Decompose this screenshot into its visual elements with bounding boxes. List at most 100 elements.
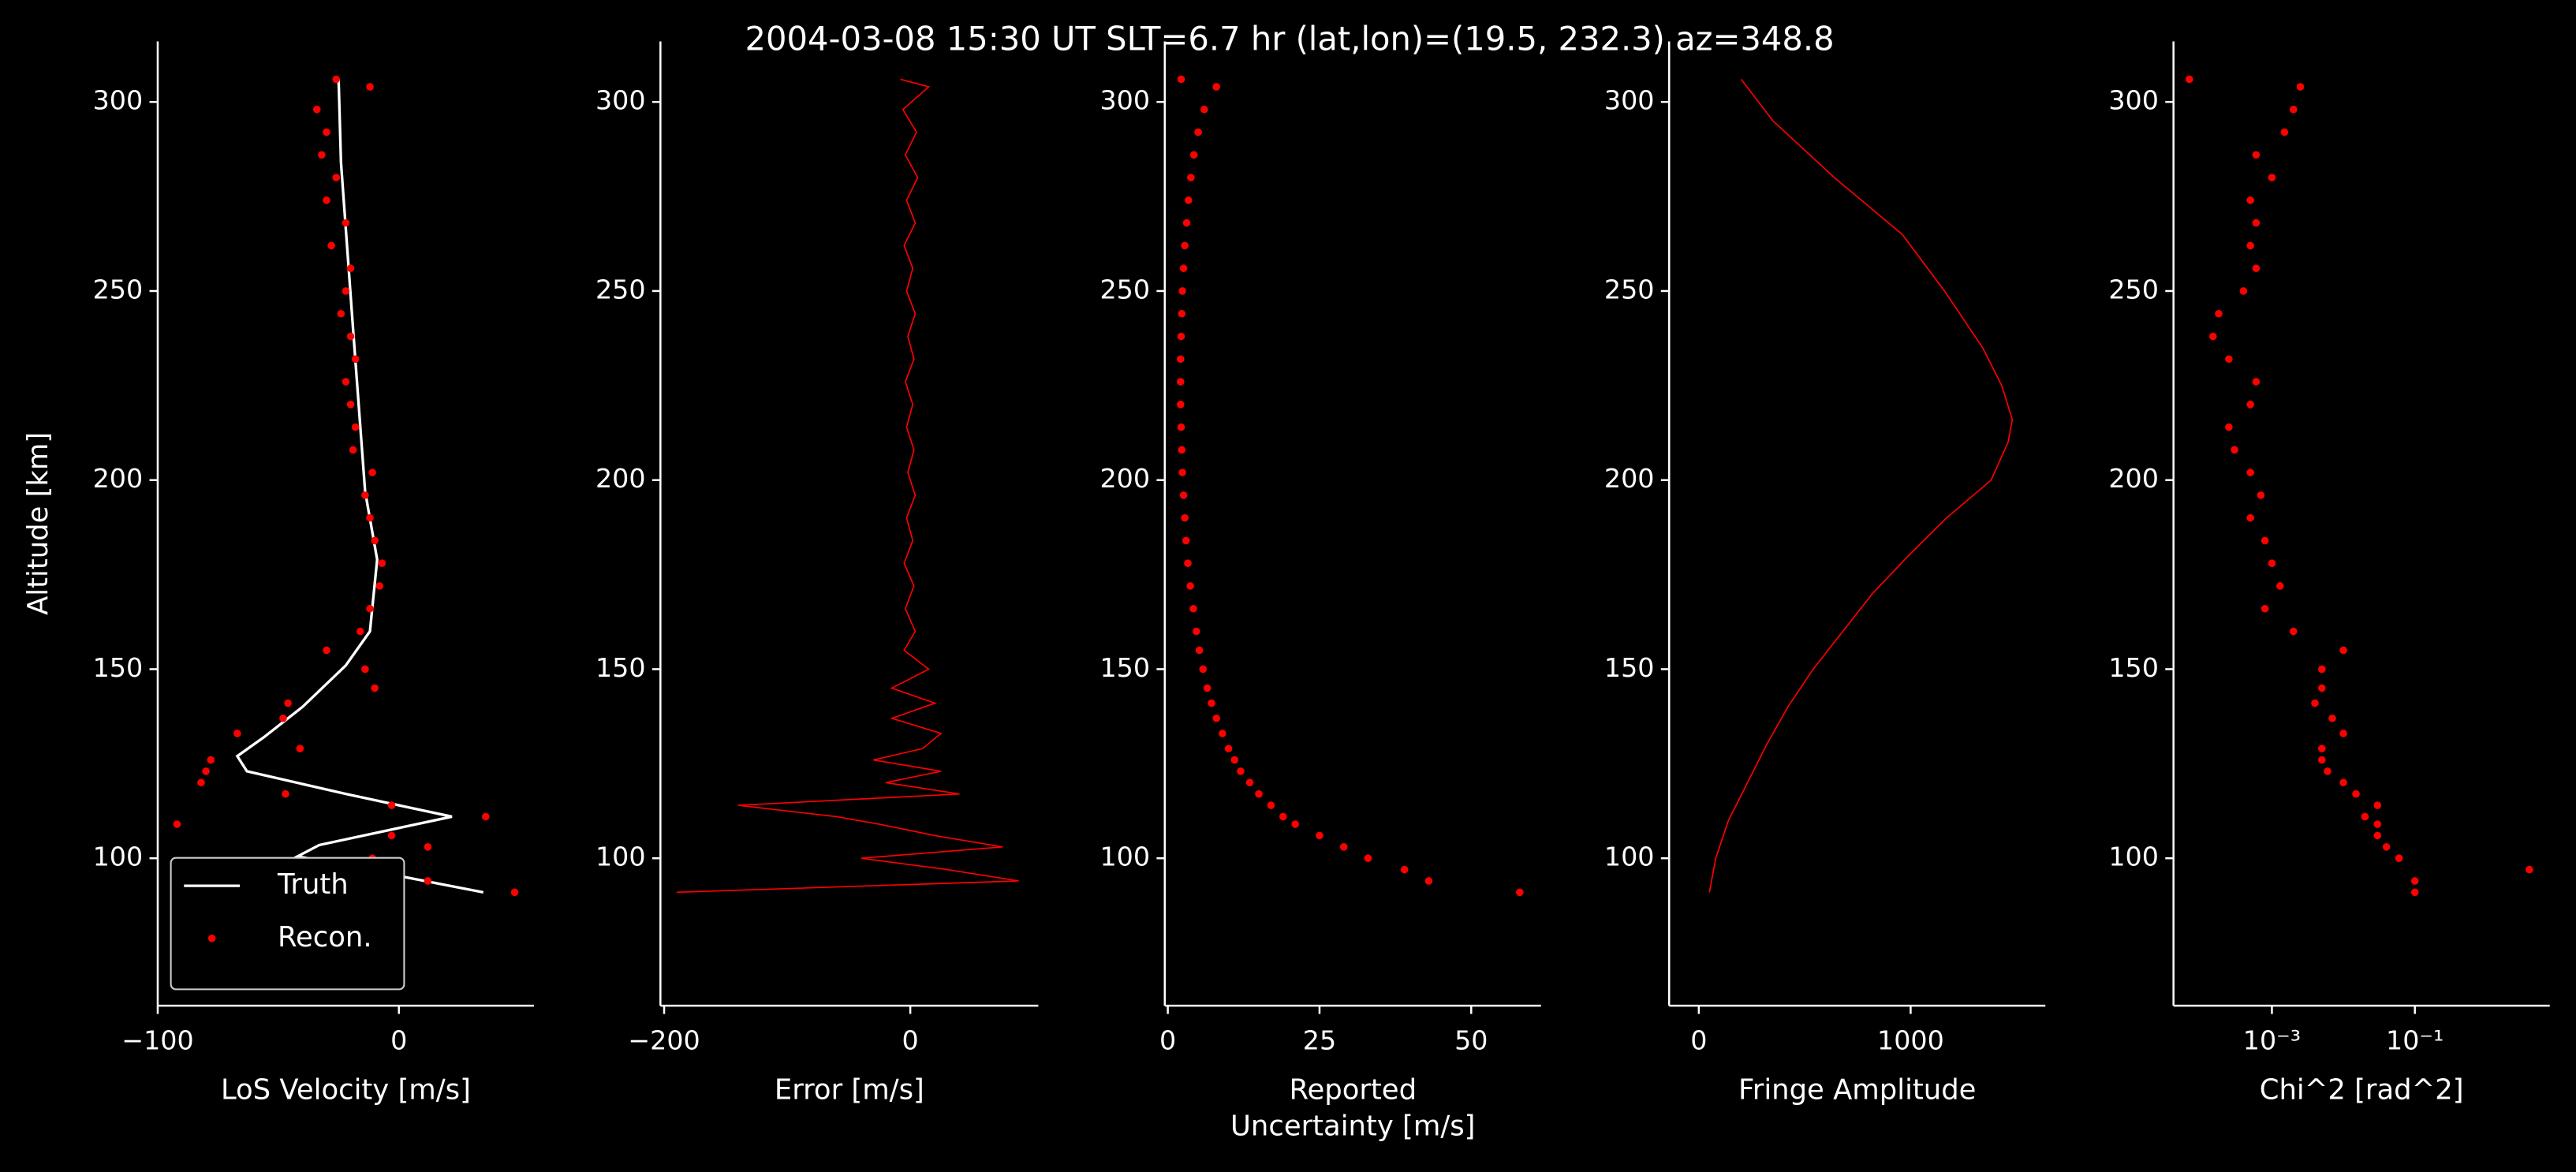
data-point	[366, 604, 374, 613]
data-point	[282, 789, 289, 798]
data-point	[2268, 559, 2276, 567]
data-point	[1178, 287, 1186, 295]
data-point	[2246, 468, 2254, 476]
data-point	[2186, 75, 2193, 84]
data-point	[2289, 627, 2298, 636]
data-point	[1178, 446, 1186, 454]
data-point	[2257, 491, 2265, 499]
data-point	[2526, 865, 2533, 874]
data-point	[2324, 767, 2331, 775]
data-point	[2339, 646, 2347, 655]
profile-line	[676, 78, 1019, 894]
data-point	[1364, 854, 1372, 862]
data-point	[2395, 854, 2403, 862]
data-point	[2311, 699, 2319, 707]
x-tick-label: 0	[390, 1025, 407, 1056]
data-point	[351, 423, 360, 431]
data-point	[1279, 812, 1287, 821]
y-tick-label: 250	[2108, 274, 2159, 304]
data-point	[2289, 106, 2298, 114]
profile-line	[235, 79, 484, 894]
data-point	[312, 106, 321, 114]
data-point	[2339, 730, 2347, 737]
x-tick-label: 0	[902, 1025, 919, 1056]
data-point	[2410, 877, 2419, 885]
y-tick-label: 100	[1604, 842, 1655, 872]
y-tick-label: 300	[1604, 85, 1655, 116]
y-tick-label: 100	[2108, 842, 2159, 872]
y-tick-label: 300	[595, 85, 646, 116]
x-tick-label: −200	[628, 1025, 700, 1056]
data-point	[1200, 106, 1208, 114]
y-tick-label: 100	[1099, 842, 1150, 872]
data-point	[1189, 604, 1197, 613]
data-point	[2328, 714, 2336, 722]
data-point	[357, 627, 364, 636]
data-point	[342, 287, 350, 295]
data-point	[1178, 309, 1186, 318]
data-point	[349, 446, 357, 454]
panel: 100 150 200 250 300 −100 0 LoS Velocity [m/s] Al…	[22, 41, 534, 1106]
data-point	[2239, 287, 2248, 295]
data-point	[202, 767, 210, 775]
y-tick-label: 200	[93, 463, 144, 494]
y-tick-label: 150	[93, 652, 144, 683]
data-point	[1184, 196, 1193, 204]
data-point	[361, 491, 369, 499]
data-point	[1189, 151, 1198, 159]
data-point	[2252, 218, 2261, 227]
x-tick-label: 1000	[1877, 1025, 1944, 1056]
data-point	[1184, 559, 1192, 567]
figure-title: 2004-03-08 15:30 UT SLT=6.7 hr (lat,lon)…	[745, 20, 1835, 58]
data-point	[1179, 264, 1188, 272]
data-point	[2208, 332, 2217, 341]
data-point	[332, 174, 341, 181]
data-point	[1194, 128, 1202, 136]
data-point	[1182, 536, 1190, 545]
data-point	[361, 665, 369, 674]
data-point	[1199, 665, 1208, 674]
data-point	[342, 378, 350, 386]
x-tick-label: 10⁻¹	[2386, 1025, 2443, 1056]
data-point	[510, 888, 519, 897]
data-point	[2246, 513, 2254, 522]
data-point	[1187, 174, 1195, 181]
data-point	[332, 75, 341, 84]
x-axis-label: Error [m/s]	[775, 1073, 924, 1106]
data-point	[378, 559, 386, 567]
data-point	[1195, 646, 1204, 655]
data-point	[2296, 83, 2305, 91]
data-point	[375, 582, 384, 590]
data-point	[2246, 241, 2254, 250]
data-point	[2318, 756, 2326, 764]
y-axis-label: Altitude [km]	[22, 432, 54, 615]
x-tick-label: 50	[1454, 1025, 1488, 1056]
data-point	[327, 241, 335, 250]
data-point	[1316, 831, 1323, 840]
x-tick-label: 10⁻³	[2243, 1025, 2301, 1056]
y-tick-label: 100	[93, 842, 144, 872]
data-point	[284, 699, 292, 707]
data-point	[2215, 309, 2223, 318]
y-tick-label: 200	[595, 463, 646, 494]
data-point	[1424, 877, 1433, 885]
data-point	[2231, 446, 2238, 454]
data-point	[1176, 378, 1185, 386]
y-tick-label: 150	[2108, 652, 2159, 683]
data-point	[2373, 801, 2382, 809]
data-point	[346, 332, 355, 341]
legend-label: Recon.	[278, 921, 372, 954]
data-point	[368, 468, 376, 476]
panel: 100 150 200 250 300 0 25 50 Reported Uncertainty …	[1099, 41, 1541, 1142]
data-point	[2252, 151, 2261, 159]
data-point	[2246, 196, 2254, 204]
data-point	[296, 745, 304, 752]
y-tick-label: 200	[1604, 463, 1655, 494]
x-tick-label: −100	[121, 1025, 194, 1056]
x-tick-label: 0	[1690, 1025, 1707, 1056]
data-point	[1339, 843, 1348, 851]
data-point	[424, 877, 432, 885]
data-point	[1177, 423, 1185, 431]
data-point	[318, 151, 326, 159]
y-tick-label: 300	[93, 85, 144, 116]
